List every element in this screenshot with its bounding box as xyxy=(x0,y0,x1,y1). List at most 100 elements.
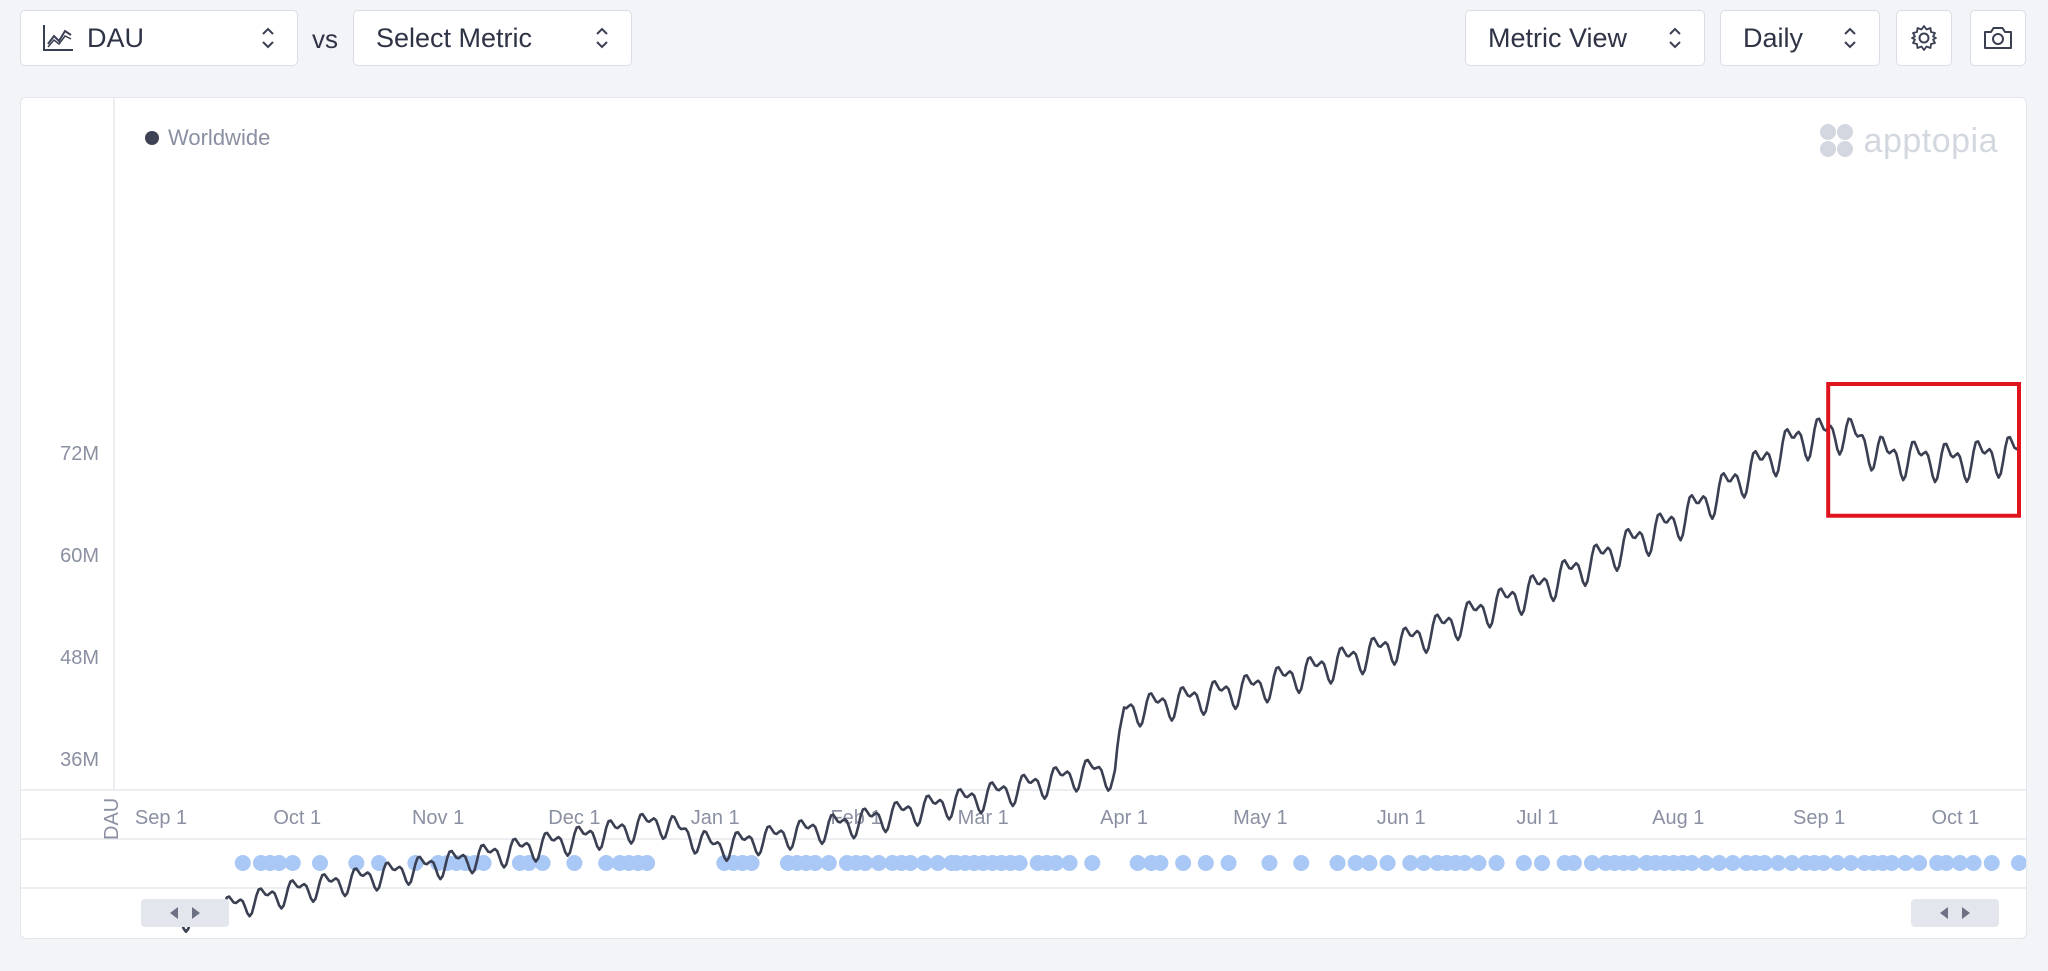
event-marker-dot[interactable] xyxy=(1938,855,1955,871)
range-scroll-left-handle[interactable] xyxy=(141,899,229,927)
event-marker-dot[interactable] xyxy=(1965,855,1982,871)
event-marker-dot[interactable] xyxy=(2011,855,2027,871)
event-marker-dot[interactable] xyxy=(1815,855,1832,871)
event-marker-dot[interactable] xyxy=(1583,855,1600,871)
event-marker-dot[interactable] xyxy=(566,855,583,871)
event-marker-dot[interactable] xyxy=(1402,855,1419,871)
compare-metric-label: Select Metric xyxy=(376,22,533,53)
event-marker-dot[interactable] xyxy=(743,855,760,871)
y-tick-label: 36M xyxy=(60,749,99,771)
event-marker-dot[interactable] xyxy=(1515,855,1532,871)
event-marker-dot[interactable] xyxy=(1711,855,1728,871)
event-marker-dot[interactable] xyxy=(234,855,251,871)
x-tick-label: Jul 1 xyxy=(1516,807,1558,829)
event-marker-dot[interactable] xyxy=(1683,855,1700,871)
x-tick-label: Nov 1 xyxy=(412,807,464,829)
event-marker-dot[interactable] xyxy=(1329,855,1346,871)
event-marker-dot[interactable] xyxy=(1347,855,1364,871)
event-marker-dot[interactable] xyxy=(1783,855,1800,871)
event-marker-dot[interactable] xyxy=(639,855,656,871)
event-marker-dot[interactable] xyxy=(1456,855,1473,871)
watermark-logo: apptopia xyxy=(1816,120,1998,162)
event-marker-dot[interactable] xyxy=(475,855,492,871)
line-chart-icon xyxy=(43,25,73,51)
event-marker-dot[interactable] xyxy=(598,855,615,871)
event-marker-dot[interactable] xyxy=(1565,855,1582,871)
event-marker-dot[interactable] xyxy=(1897,855,1914,871)
event-marker-dot[interactable] xyxy=(1488,855,1505,871)
y-tick-label: 72M xyxy=(60,443,99,465)
event-marker-dot[interactable] xyxy=(1624,855,1641,871)
x-tick-label: Oct 1 xyxy=(273,807,321,829)
event-marker-dot[interactable] xyxy=(807,855,824,871)
camera-icon xyxy=(1984,27,2012,49)
event-marker-dot[interactable] xyxy=(271,855,288,871)
x-tick-label: Jun 1 xyxy=(1377,807,1426,829)
event-marker-dot[interactable] xyxy=(1842,855,1859,871)
highlight-box xyxy=(1826,382,2021,518)
x-tick-label: Sep 1 xyxy=(1793,807,1845,829)
event-marker-dot[interactable] xyxy=(1951,855,1968,871)
dau-line-chart: 36M 48M 60M 72M Sep 1 Oct 1 Nov 1 Dec 1 Jan 1 Fe… xyxy=(21,98,2027,933)
gear-icon xyxy=(1911,25,1937,51)
updown-chevron-icon xyxy=(1844,27,1856,49)
event-marker-dot[interactable] xyxy=(902,855,919,871)
x-tick-label: Jan 1 xyxy=(691,807,740,829)
event-marker-dot[interactable] xyxy=(1770,855,1787,871)
legend-swatch xyxy=(145,131,159,145)
arrow-right-icon xyxy=(1962,907,1970,919)
event-marker-dot[interactable] xyxy=(820,855,837,871)
x-tick-label: Sep 1 xyxy=(135,807,187,829)
screenshot-button[interactable] xyxy=(1970,10,2026,66)
event-marker-dot[interactable] xyxy=(1379,855,1396,871)
event-marker-dot[interactable] xyxy=(1911,855,1928,871)
event-marker-dot[interactable] xyxy=(534,855,551,871)
view-select[interactable]: Metric View xyxy=(1465,10,1705,66)
event-marker-dot[interactable] xyxy=(348,855,365,871)
event-marker-dot[interactable] xyxy=(1129,855,1146,871)
settings-button[interactable] xyxy=(1896,10,1952,66)
x-tick-label: Aug 1 xyxy=(1652,807,1704,829)
event-marker-dot[interactable] xyxy=(870,855,887,871)
event-marker-dot[interactable] xyxy=(1361,855,1378,871)
event-marker-dot[interactable] xyxy=(1470,855,1487,871)
y-axis-label: DAU xyxy=(101,798,123,840)
event-marker-dot[interactable] xyxy=(1983,855,2000,871)
event-marker-dot[interactable] xyxy=(1220,855,1237,871)
event-marker-dot[interactable] xyxy=(1152,855,1169,871)
x-tick-label: Oct 1 xyxy=(1932,807,1980,829)
event-marker-dot[interactable] xyxy=(1084,855,1101,871)
event-marker-dot[interactable] xyxy=(1011,855,1028,871)
apptopia-logo-icon xyxy=(1819,124,1853,157)
watermark-text: apptopia xyxy=(1863,121,1998,160)
range-scroll-right-handle[interactable] xyxy=(1911,899,1999,927)
event-marker-dot[interactable] xyxy=(1829,855,1846,871)
event-marker-dot[interactable] xyxy=(1534,855,1551,871)
event-marker-dot[interactable] xyxy=(1697,855,1714,871)
metric-select-label: DAU xyxy=(87,22,145,53)
event-marker-dot[interactable] xyxy=(1175,855,1192,871)
event-marker-dot[interactable] xyxy=(1415,855,1432,871)
event-marker-dot[interactable] xyxy=(284,855,301,871)
updown-chevron-icon xyxy=(1669,27,1681,49)
compare-metric-select[interactable]: Select Metric xyxy=(353,10,632,66)
event-marker-dot[interactable] xyxy=(1197,855,1214,871)
event-marker-dot[interactable] xyxy=(371,855,388,871)
event-marker-dot[interactable] xyxy=(1756,855,1773,871)
legend[interactable]: Worldwide xyxy=(145,125,270,151)
event-marker-dot[interactable] xyxy=(1061,855,1078,871)
event-marker-dot[interactable] xyxy=(1293,855,1310,871)
event-marker-dot[interactable] xyxy=(1883,855,1900,871)
event-marker-dot[interactable] xyxy=(929,855,946,871)
series-line-worldwide xyxy=(159,417,2020,933)
interval-select[interactable]: Daily xyxy=(1720,10,1880,66)
event-marker-dot[interactable] xyxy=(857,855,874,871)
y-tick-label: 48M xyxy=(60,647,99,669)
event-marker-dot[interactable] xyxy=(311,855,328,871)
event-marker-dot[interactable] xyxy=(1724,855,1741,871)
metric-select[interactable]: DAU xyxy=(20,10,298,66)
x-tick-label: Mar 1 xyxy=(958,807,1009,829)
event-marker-dot[interactable] xyxy=(1261,855,1278,871)
event-marker-dot[interactable] xyxy=(916,855,933,871)
event-marker-dot[interactable] xyxy=(1047,855,1064,871)
